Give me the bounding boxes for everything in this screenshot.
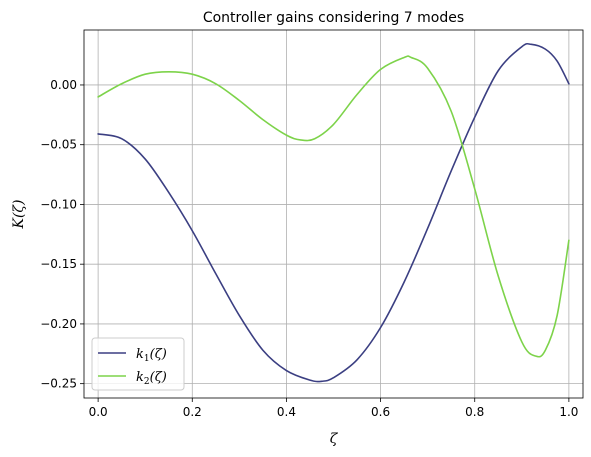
x-tick-label: 0.4 — [277, 405, 296, 419]
legend-k2-argument: (ζ) — [150, 370, 167, 385]
x-tick-label: 0.0 — [89, 405, 108, 419]
y-tick-label: −0.25 — [40, 377, 77, 391]
y-tick-label: −0.05 — [40, 138, 77, 152]
x-tick-label: 0.2 — [183, 405, 202, 419]
y-tick-label: −0.15 — [40, 257, 77, 271]
y-tick-label: −0.20 — [40, 317, 77, 331]
x-tick-label: 0.8 — [465, 405, 484, 419]
legend-k2-subscript: 2 — [144, 377, 150, 387]
x-tick-label: 0.6 — [371, 405, 390, 419]
x-tick-label: 1.0 — [559, 405, 578, 419]
series-lines — [97, 42, 570, 383]
x-axis-label: ζ — [330, 431, 339, 447]
legend-box — [91, 337, 185, 391]
y-axis-label: K(ζ) — [11, 200, 27, 230]
series-line-k2 — [97, 55, 570, 358]
plot-area — [84, 30, 583, 398]
legend-k1-argument: (ζ) — [150, 347, 167, 362]
plot-frame — [83, 29, 584, 399]
ticks: 0.0 0.2 0.4 0.6 0.8 1.0 0.00 −0.05 −0.10 −0.15 −0.… — [40, 78, 578, 419]
series-line-k1 — [97, 42, 570, 383]
legend-entry-k2: k2(ζ) — [136, 370, 167, 387]
grid — [84, 30, 583, 398]
legend: k1(ζ) k2(ζ) — [91, 337, 185, 391]
chart-title: Controller gains considering 7 modes — [203, 10, 464, 26]
legend-k1-subscript: 1 — [144, 354, 150, 364]
legend-entry-k1: k1(ζ) — [136, 347, 167, 364]
y-tick-label: 0.00 — [50, 78, 77, 92]
legend-k1-symbol: k — [136, 347, 144, 362]
y-tick-label: −0.10 — [40, 197, 77, 211]
legend-k2-symbol: k — [136, 370, 144, 385]
